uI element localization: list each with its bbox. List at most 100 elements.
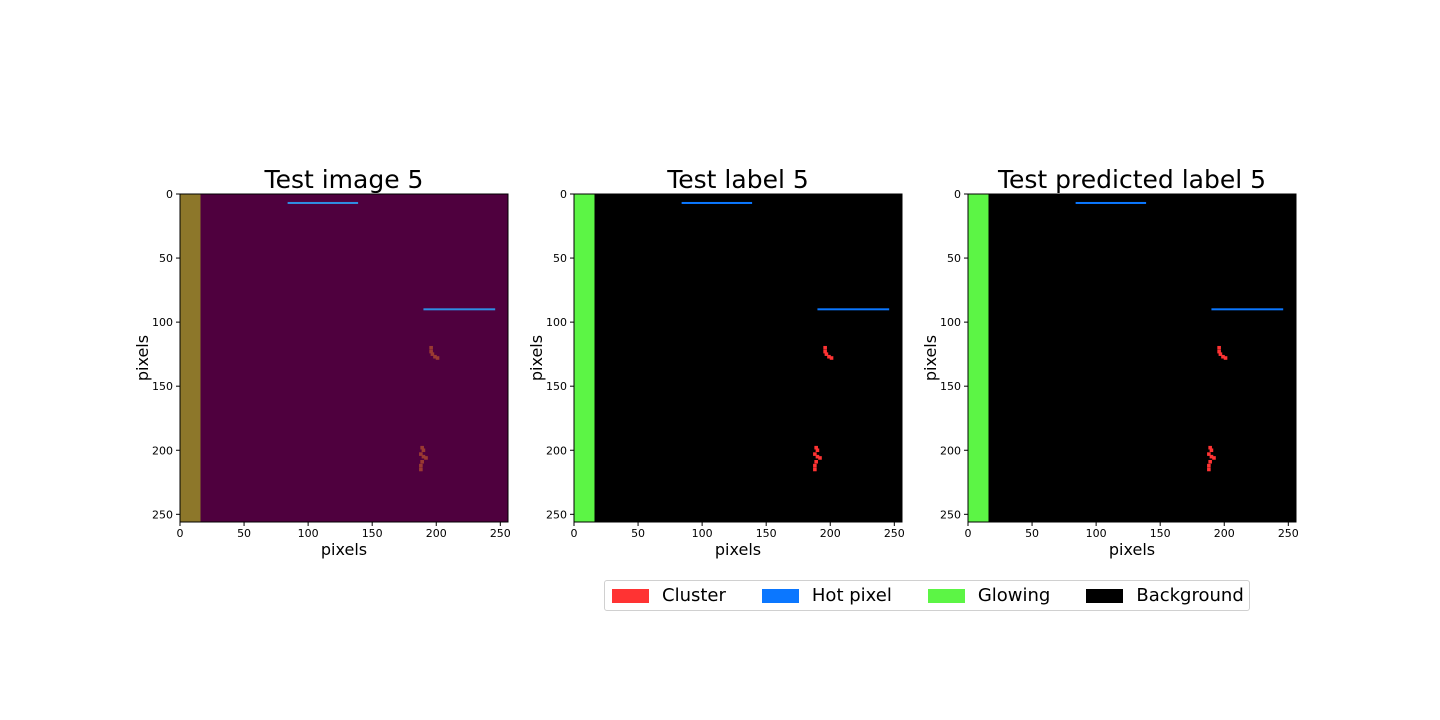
cluster-pixel (421, 448, 426, 453)
cluster-2 (419, 445, 428, 472)
y-tick-label: 100 (152, 316, 173, 329)
y-tick-label: 50 (947, 252, 961, 265)
x-tick-label: 100 (298, 527, 319, 540)
image-background (574, 194, 902, 522)
cluster-pixel (421, 454, 426, 459)
cluster-pixel (1209, 454, 1214, 459)
y-tick-label: 150 (546, 380, 567, 393)
y-tick-label: 50 (553, 252, 567, 265)
y-tick-label: 250 (940, 508, 961, 521)
cluster-pixel (1218, 352, 1223, 356)
cluster-pixel (813, 467, 817, 472)
y-tick-label: 200 (940, 444, 961, 457)
hot-pixel-line-2 (817, 308, 890, 311)
image-background (968, 194, 1296, 522)
panel-3: 0 50 100 150 200 250 0 50 100 150 200 250 Test predi… (921, 165, 1299, 559)
legend: Cluster Hot pixel Glowing Background (604, 580, 1250, 611)
cluster-2 (1207, 445, 1216, 472)
cluster-pixel (429, 345, 433, 350)
panel-2: 0 50 100 150 200 250 0 50 100 150 200 250 Test label… (527, 165, 905, 559)
x-axis-label: pixels (715, 540, 761, 559)
cluster-pixel (1223, 356, 1228, 360)
cluster-pixel (823, 345, 827, 350)
cluster-pixel (1207, 463, 1211, 468)
cluster-pixel (1217, 345, 1221, 350)
legend-swatch-background (1086, 588, 1124, 603)
legend-label-glowing: Glowing (977, 585, 1051, 606)
y-tick-label: 0 (166, 188, 173, 201)
legend-label-cluster: Cluster (662, 585, 726, 606)
cluster-pixel (1209, 448, 1214, 453)
legend-entry-hot-pixel: Hot pixel (761, 585, 892, 606)
y-axis-label: pixels (133, 335, 152, 381)
cluster-pixel (814, 445, 818, 450)
y-axis-label: pixels (527, 335, 546, 381)
y-tick-label: 250 (152, 508, 173, 521)
y-tick-label: 250 (546, 508, 567, 521)
cluster-pixel (813, 463, 817, 468)
x-tick-label: 0 (965, 527, 972, 540)
cluster-pixel (824, 352, 829, 356)
axes-frame (967, 193, 1297, 523)
cluster-pixel (420, 459, 424, 464)
x-tick-label: 150 (756, 527, 777, 540)
cluster-pixel (815, 448, 820, 453)
axes-frame (179, 193, 509, 523)
x-tick-label: 150 (1150, 527, 1171, 540)
panel-1: 0 50 100 150 200 250 0 50 100 150 200 250 Test image… (133, 165, 511, 559)
x-axis-label: pixels (1109, 540, 1155, 559)
y-tick-label: 200 (152, 444, 173, 457)
cluster-pixel (433, 354, 437, 359)
legend-swatch-hot-pixel (761, 588, 799, 603)
cluster-pixel (1207, 467, 1211, 472)
cluster-pixel (1208, 459, 1212, 464)
panel-title: Test predicted label 5 (997, 165, 1266, 194)
hot-pixel-line-1 (681, 201, 753, 204)
x-axis-label: pixels (321, 540, 367, 559)
y-tick-label: 150 (940, 380, 961, 393)
glowing-band (968, 194, 989, 522)
y-tick-label: 0 (560, 188, 567, 201)
cluster-pixel (814, 459, 818, 464)
cluster-pixel (823, 349, 827, 354)
hot-pixel-line-1 (1075, 201, 1147, 204)
x-tick-label: 200 (426, 527, 447, 540)
legend-entry-background: Background (1086, 585, 1244, 606)
cluster-pixel (419, 452, 423, 456)
cluster-2 (813, 445, 822, 472)
legend-label-background: Background (1136, 585, 1244, 606)
legend-swatch-glowing (927, 588, 965, 603)
x-tick-label: 250 (1278, 527, 1299, 540)
x-tick-label: 250 (884, 527, 905, 540)
cluster-pixel (429, 349, 433, 354)
x-tick-label: 250 (490, 527, 511, 540)
legend-swatch-cluster (612, 588, 649, 603)
cluster-pixel (818, 456, 822, 460)
cluster-pixel (1208, 445, 1212, 450)
legend-entry-cluster: Cluster (612, 585, 726, 606)
cluster-pixel (419, 467, 423, 472)
x-tick-label: 0 (571, 527, 578, 540)
x-tick-label: 150 (362, 527, 383, 540)
y-tick-label: 150 (152, 380, 173, 393)
cluster-pixel (829, 356, 834, 360)
y-tick-label: 100 (546, 316, 567, 329)
y-tick-label: 50 (159, 252, 173, 265)
glowing-band (574, 194, 595, 522)
cluster-pixel (815, 454, 820, 459)
x-tick-label: 50 (1025, 527, 1039, 540)
cluster-pixel (813, 452, 817, 456)
x-tick-label: 200 (1214, 527, 1235, 540)
cluster-1 (1217, 345, 1228, 360)
cluster-pixel (419, 463, 423, 468)
hot-pixel-line-2 (1211, 308, 1284, 311)
y-tick-label: 100 (940, 316, 961, 329)
cluster-pixel (1217, 349, 1221, 354)
cluster-1 (823, 345, 834, 360)
x-tick-label: 100 (1086, 527, 1107, 540)
x-tick-label: 0 (177, 527, 184, 540)
legend-entry-glowing: Glowing (927, 585, 1051, 606)
x-tick-label: 200 (820, 527, 841, 540)
cluster-1 (429, 345, 440, 360)
